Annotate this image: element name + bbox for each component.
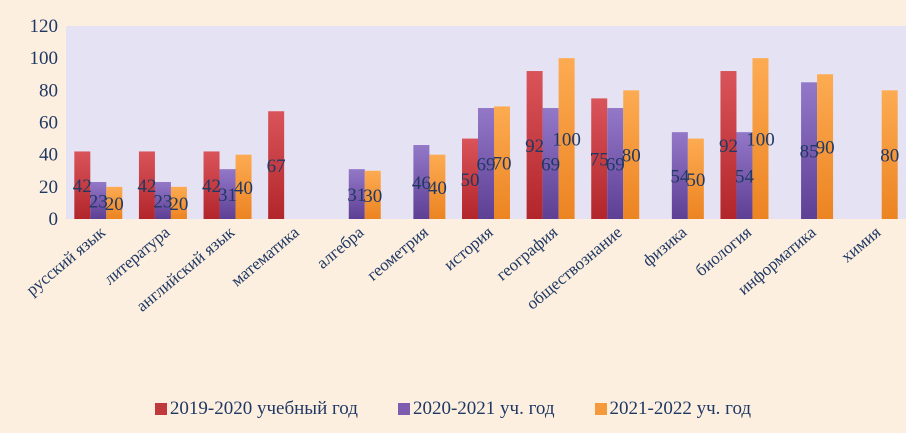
legend-item-series-2: 2020-2021 уч. год (397, 398, 555, 420)
data-label: 85 (800, 142, 819, 163)
x-tick-label: русский язык (23, 222, 110, 299)
bar (591, 98, 608, 219)
bar (413, 145, 430, 219)
data-label: 20 (105, 194, 124, 215)
bar (687, 138, 704, 219)
bar (74, 151, 91, 219)
bar (817, 74, 834, 219)
data-label: 80 (880, 146, 899, 167)
bar (607, 108, 624, 219)
legend-item-series-1: 2019-2020 учебный год (154, 398, 358, 420)
data-label: 23 (89, 192, 108, 213)
data-label: 80 (622, 146, 641, 167)
bar (170, 186, 187, 219)
data-label: 69 (606, 155, 625, 176)
legend-label-series-3: 2021-2022 уч. год (609, 398, 752, 419)
data-label: 92 (525, 136, 544, 157)
legend-swatch-series-2 (397, 403, 410, 415)
y-tick-label: 100 (30, 48, 59, 69)
data-label: 40 (234, 178, 253, 199)
bar (106, 186, 123, 219)
bar (219, 169, 236, 219)
x-tick-label: биология (692, 222, 756, 280)
y-tick-label: 20 (39, 177, 58, 198)
x-tick-label: математика (227, 222, 303, 290)
bar (542, 108, 559, 219)
data-label: 69 (541, 155, 560, 176)
data-label: 100 (746, 130, 775, 151)
data-label: 50 (461, 170, 480, 191)
data-label: 31 (218, 185, 237, 206)
bar (558, 58, 575, 219)
x-tick-label: химия (837, 222, 884, 266)
data-label: 42 (137, 176, 156, 197)
data-label: 75 (590, 150, 609, 171)
data-label: 46 (412, 173, 431, 194)
bar (235, 154, 252, 219)
data-label: 69 (477, 155, 496, 176)
x-tick-label: физика (639, 222, 691, 270)
bar (720, 71, 737, 220)
bar (268, 111, 285, 219)
data-label: 42 (73, 176, 92, 197)
data-label: 40 (428, 178, 447, 199)
data-label: 54 (670, 167, 690, 188)
y-tick-label: 0 (49, 209, 59, 230)
legend: 2019-2020 учебный год 2020-2021 уч. год … (0, 396, 906, 422)
bar (90, 182, 107, 219)
bar (752, 58, 769, 219)
y-tick-label: 60 (39, 113, 58, 134)
bar (881, 90, 898, 219)
x-tick-label: геометрия (363, 222, 432, 284)
y-tick-label: 80 (39, 80, 58, 101)
data-label: 100 (552, 130, 581, 151)
bar (526, 71, 543, 220)
y-tick-label: 120 (30, 16, 59, 37)
data-labels: 42 42 42 67 50 92 75 92 23 23 31 31 46 69 69 69 54 54 85 20… (73, 130, 899, 215)
data-label: 92 (719, 136, 738, 157)
data-label: 30 (363, 186, 382, 207)
legend-swatch-series-1 (154, 403, 167, 415)
data-label: 67 (267, 156, 286, 177)
bar (348, 169, 365, 219)
bar (671, 132, 688, 219)
data-label: 20 (169, 194, 188, 215)
x-tick-label: алгебра (313, 222, 368, 272)
y-axis-ticks: 0 20 40 60 80 100 120 (30, 16, 59, 230)
bar (364, 170, 381, 219)
data-label: 70 (493, 154, 512, 175)
bar (801, 82, 818, 220)
bar (138, 151, 155, 219)
bar (736, 132, 753, 219)
legend-label-series-1: 2019-2020 учебный год (169, 398, 358, 419)
bars (74, 58, 898, 220)
data-label: 54 (735, 167, 755, 188)
bar (203, 151, 220, 219)
bar (623, 90, 640, 219)
data-label: 42 (202, 176, 221, 197)
bar (494, 106, 510, 219)
bar (429, 154, 446, 219)
data-label: 90 (816, 138, 835, 159)
y-tick-label: 40 (39, 145, 58, 166)
bar (154, 182, 171, 219)
legend-item-series-3: 2021-2022 уч. год (594, 398, 752, 420)
bar (478, 108, 494, 219)
bar (462, 138, 478, 219)
data-label: 31 (347, 185, 366, 206)
legend-label-series-2: 2020-2021 уч. год (412, 398, 555, 419)
legend-swatch-series-3 (594, 403, 607, 415)
data-label: 23 (153, 192, 172, 213)
x-tick-label: история (440, 222, 497, 274)
data-label: 50 (686, 170, 705, 191)
